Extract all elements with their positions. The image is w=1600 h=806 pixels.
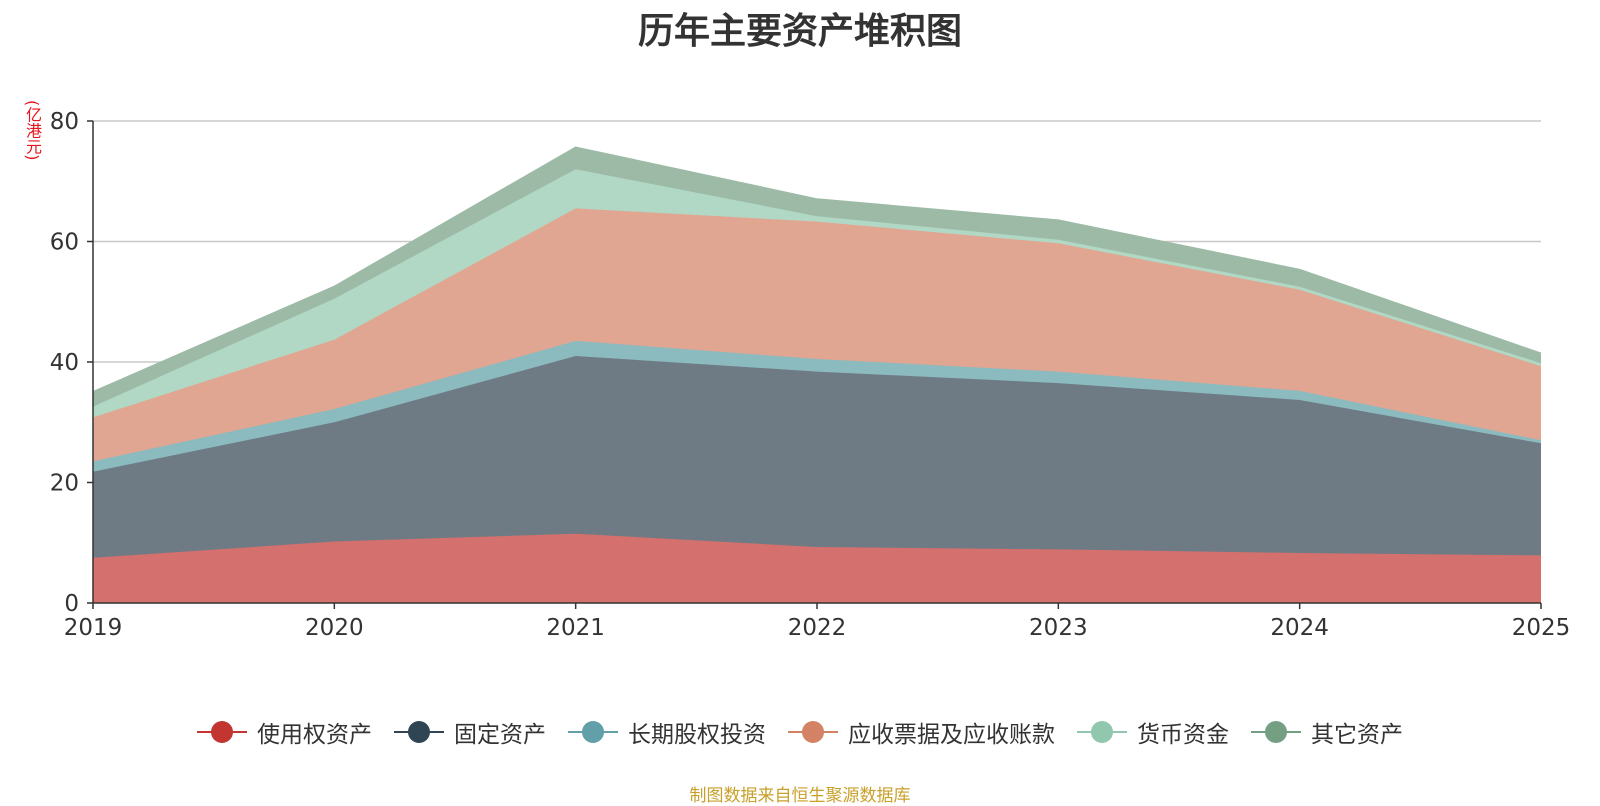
legend-marker-icon [197, 721, 247, 743]
legend-label: 使用权资产 [257, 722, 372, 748]
x-tick-label: 2025 [1512, 615, 1571, 641]
legend-label: 应收票据及应收账款 [848, 722, 1055, 748]
legend-marker-icon [788, 721, 838, 743]
legend-label: 货币资金 [1137, 722, 1229, 748]
x-tick-label: 2019 [64, 615, 123, 641]
stacked-areas [92, 146, 1542, 603]
legend-marker-icon [394, 721, 444, 743]
legend-marker-icon [568, 721, 618, 743]
legend-item-0[interactable]: 使用权资产 [197, 715, 372, 749]
x-tick-label: 2020 [305, 615, 364, 641]
x-tick-label: 2022 [788, 615, 847, 641]
legend-item-4[interactable]: 货币资金 [1077, 715, 1229, 749]
y-tick-label: 60 [50, 230, 79, 256]
y-tick-label: 20 [50, 471, 79, 497]
y-axis-unit-label: (亿港元) [23, 100, 42, 161]
area-series-2 [93, 340, 1541, 472]
area-series-0 [93, 533, 1541, 603]
legend-item-1[interactable]: 固定资产 [394, 715, 546, 749]
area-series-3 [93, 208, 1541, 462]
legend-label: 固定资产 [454, 722, 546, 748]
legend-label: 其它资产 [1311, 722, 1403, 748]
legend-marker-icon [1077, 721, 1127, 743]
axes: 0 20 40 60 80 2019 2020 2021 2022 2023 2024 2025 [50, 109, 1571, 641]
y-tick-label: 80 [50, 109, 79, 135]
series-line-5 [92, 146, 1542, 394]
legend-item-3[interactable]: 应收票据及应收账款 [788, 715, 1055, 749]
y-tick-label: 40 [50, 350, 79, 376]
area-series-4 [93, 169, 1541, 418]
x-tick-label: 2023 [1029, 615, 1088, 641]
legend: 使用权资产 固定资产 长期股权投资 应收票据及应收账款 货币资金 其它资产 [0, 714, 1600, 750]
legend-marker-icon [1251, 721, 1301, 743]
legend-label: 长期股权投资 [628, 722, 766, 748]
source-note: 制图数据来自恒生聚源数据库 [689, 786, 911, 806]
legend-item-5[interactable]: 其它资产 [1251, 715, 1403, 749]
x-tick-label: 2021 [546, 615, 605, 641]
chart-title: 历年主要资产堆积图 [637, 11, 962, 52]
x-tick-label: 2024 [1270, 615, 1329, 641]
legend-item-2[interactable]: 长期股权投资 [568, 715, 766, 749]
area-series-1 [93, 356, 1541, 558]
y-tick-label: 0 [64, 591, 79, 617]
